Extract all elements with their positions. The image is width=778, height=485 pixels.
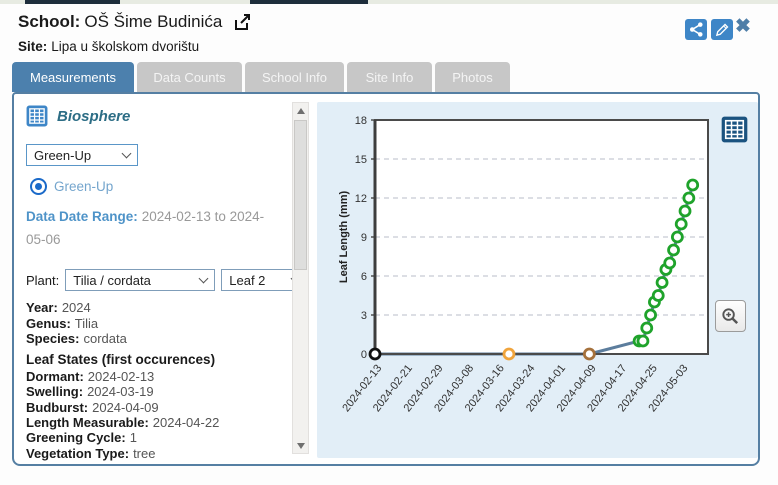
svg-text:0: 0 <box>361 349 367 361</box>
protocol-select[interactable]: Green-Up <box>26 144 138 166</box>
leaf-state-line: Length Measurable: 2024-04-22 <box>26 415 220 430</box>
extra-info-block: Greening Cycle: 1 Vegetation Type: tree <box>26 430 155 461</box>
data-point-2024-05-01[interactable] <box>667 243 680 257</box>
protocol-select-value: Green-Up <box>34 147 92 163</box>
info-line: Greening Cycle: 1 <box>26 430 137 445</box>
leaf-select[interactable]: Leaf 2 <box>221 269 308 291</box>
chevron-down-icon <box>121 148 132 159</box>
radio-dot <box>35 183 42 190</box>
biosphere-header: Biosphere <box>26 105 130 127</box>
tab-data-counts[interactable]: Data Counts <box>137 62 242 92</box>
data-point-2024-05-05[interactable] <box>682 191 696 205</box>
table-grid-icon <box>26 105 48 127</box>
site-header: Site: Lipa u školskom dvorištu <box>18 39 199 54</box>
tab-photos[interactable]: Photos <box>435 62 510 92</box>
section-title: Biosphere <box>57 107 131 125</box>
svg-text:15: 15 <box>355 154 367 166</box>
data-point-2024-05-04[interactable] <box>678 204 692 218</box>
svg-text:3: 3 <box>361 310 367 322</box>
data-point-2024-05-06[interactable] <box>686 178 700 192</box>
radio-button-icon <box>30 178 47 195</box>
plant-select[interactable]: Tilia / cordata <box>65 269 216 291</box>
open-external-icon[interactable] <box>232 13 252 31</box>
svg-text:9: 9 <box>361 232 367 244</box>
share-icon[interactable] <box>685 19 707 40</box>
data-point-2024-04-23[interactable] <box>636 334 650 348</box>
tab-measurements[interactable]: Measurements <box>12 62 134 92</box>
tab-bar: Measurements Data Counts School Info Sit… <box>12 62 510 92</box>
data-point-2024-03-19[interactable] <box>502 347 516 361</box>
background-strip-segment <box>250 0 368 4</box>
tab-site-info[interactable]: Site Info <box>347 62 432 92</box>
close-icon[interactable]: ✖ <box>735 16 751 37</box>
zoom-in-button[interactable] <box>715 300 746 332</box>
school-header: School: OŠ Šime Budinića <box>18 12 252 32</box>
svg-text:6: 6 <box>361 271 367 283</box>
pencil-icon[interactable] <box>711 19 733 40</box>
data-point-2024-04-30[interactable] <box>663 256 677 270</box>
site-label: Site: <box>18 39 48 54</box>
greenup-radio[interactable]: Green-Up <box>30 178 113 195</box>
date-range-value: 2024-02-13 to 2024-05-06 <box>26 209 265 247</box>
plant-label: Plant: <box>26 272 60 288</box>
chart-panel: 0 3 6 9 12 15 18 Leaf Length (mm) 2024-02-13 2024… <box>317 102 758 458</box>
school-name: OŠ Šime Budinića <box>84 12 223 31</box>
leaf-state-line: Swelling: 2024-03-19 <box>26 384 154 399</box>
svg-text:12: 12 <box>355 193 367 205</box>
scroll-down-icon[interactable] <box>293 438 308 453</box>
chevron-down-icon <box>198 273 209 284</box>
info-line: Vegetation Type: tree <box>26 445 156 461</box>
svg-text:Leaf Length (mm): Leaf Length (mm) <box>338 191 350 284</box>
school-label: School: <box>18 12 81 31</box>
leaf-select-value: Leaf 2 <box>229 272 266 288</box>
data-point-2024-04-27[interactable] <box>651 289 665 302</box>
sidebar-scrollbar[interactable] <box>292 102 309 454</box>
data-table-icon[interactable] <box>721 116 748 143</box>
radio-label: Green-Up <box>54 179 114 194</box>
data-point-2024-04-09[interactable] <box>582 347 596 361</box>
data-point-2024-04-28[interactable] <box>655 276 669 289</box>
scroll-up-icon[interactable] <box>293 103 308 118</box>
leaf-state-line: Budburst: 2024-04-09 <box>26 399 159 415</box>
background-strip-segment <box>25 0 120 4</box>
leaf-state-line: Dormant: 2024-02-13 <box>26 368 155 384</box>
data-point-2024-02-13[interactable] <box>368 347 382 361</box>
tab-school-info[interactable]: School Info <box>245 62 344 92</box>
background-page-strip <box>0 0 778 4</box>
magnifier-plus-icon <box>722 307 739 324</box>
leaf-states-block: Leaf States (first occurences) Dormant: 2… <box>26 352 219 431</box>
svg-text:18: 18 <box>355 115 367 127</box>
leaf-states-title: Leaf States (first occurences) <box>26 352 216 367</box>
plant-row: Plant: Tilia / cordata Leaf 2 <box>26 269 308 291</box>
date-range-label: Data Date Range: <box>26 209 138 224</box>
data-date-range: Data Date Range: 2024-02-13 to 2024-05-06 <box>26 205 278 251</box>
data-point-2024-04-24[interactable] <box>640 321 654 335</box>
info-line: Year: 2024 <box>26 300 91 315</box>
info-line: Genus: Tilia <box>26 315 99 331</box>
data-point-2024-05-03[interactable] <box>674 217 688 231</box>
data-point-2024-04-25[interactable] <box>644 308 657 322</box>
info-line: Species: cordata <box>26 331 127 346</box>
measurements-panel: Biosphere Green-Up Green-Up Data Date Ra… <box>12 92 760 466</box>
scrollbar-thumb[interactable] <box>294 120 307 270</box>
plant-select-value: Tilia / cordata <box>73 272 151 288</box>
plant-info-block: Year: 2024 Genus: Tilia Species: cordata <box>26 300 127 347</box>
site-name: Lipa u školskom dvorištu <box>51 39 200 54</box>
data-point-2024-05-02[interactable] <box>670 230 684 244</box>
